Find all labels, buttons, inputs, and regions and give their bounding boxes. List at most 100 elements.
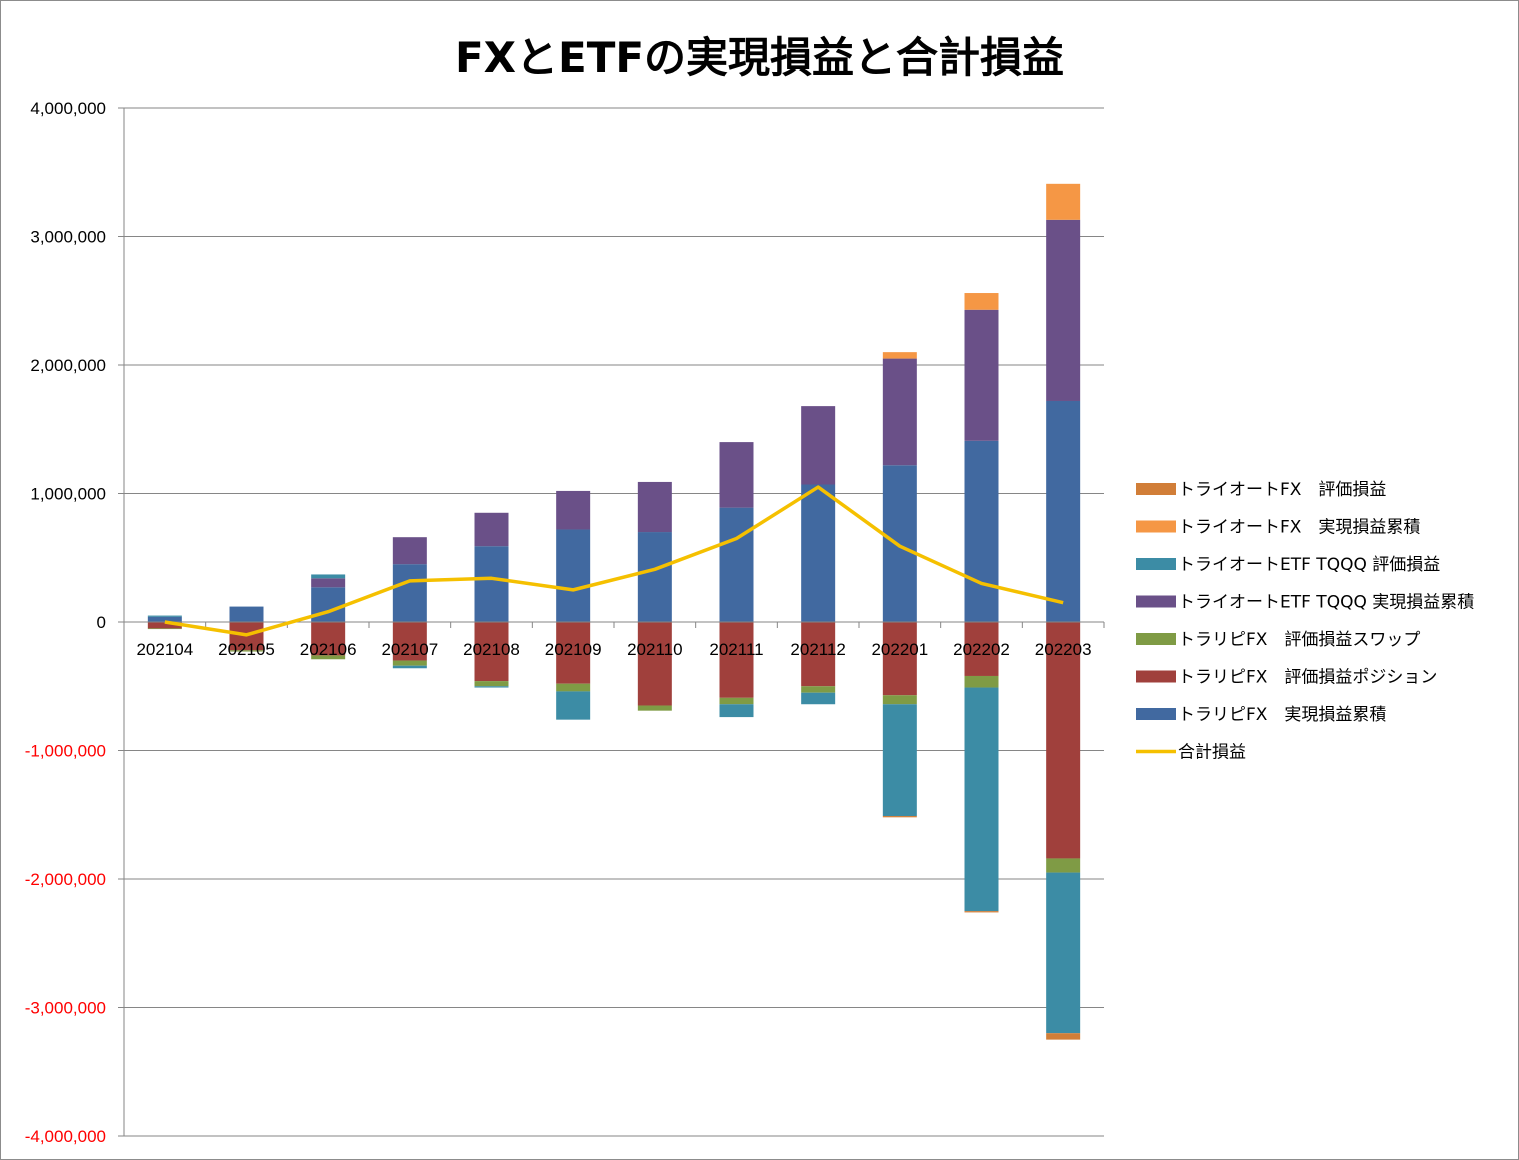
x-tick-label: 202108 (463, 640, 520, 659)
bar-segment (556, 622, 591, 684)
bar-segment (147, 616, 182, 622)
y-tick-label: 2,000,000 (30, 356, 106, 375)
chart-title: FXとETFの実現損益と合計損益 (454, 33, 1065, 82)
bar-segment (1046, 858, 1081, 873)
legend-entry: トライオートETF TQQQ 実現損益累積 (1178, 593, 1474, 613)
bar-segment (637, 532, 672, 622)
legend-entry: トライオートFX 評価損益 (1178, 480, 1386, 500)
x-tick-label: 202109 (545, 640, 602, 659)
bar-segment (311, 622, 346, 656)
bar-segment (637, 622, 672, 706)
line-layer (164, 485, 1064, 637)
bar-segment (474, 512, 509, 547)
x-tick-label: 202106 (300, 640, 357, 659)
x-tick-label: 202202 (953, 640, 1010, 659)
x-tick-label: 202112 (790, 640, 845, 659)
bar-segment (1046, 622, 1081, 859)
bar-segment (637, 481, 672, 533)
y-tick-label: 1,000,000 (30, 485, 106, 504)
y-tick-label: -3,000,000 (25, 999, 106, 1018)
bar-segment (1046, 872, 1081, 1034)
grid-layer (124, 107, 1104, 1137)
bar-segment (882, 704, 917, 817)
bar-segment (392, 665, 427, 669)
bar-segment (392, 537, 427, 565)
bar-segment (719, 507, 754, 622)
bar-segment (556, 529, 591, 622)
legend-swatch (1136, 520, 1176, 533)
bar-segment (229, 650, 264, 652)
bar-segment (474, 622, 509, 682)
bar-segment (964, 675, 999, 688)
bar-segment (556, 691, 591, 720)
legend-swatch (1136, 633, 1176, 645)
legend-swatch (1136, 558, 1176, 570)
bar-segment (1046, 1033, 1081, 1040)
bar-segment (882, 465, 917, 622)
legend-swatch (1136, 708, 1176, 720)
y-tick-label: -4,000,000 (25, 1127, 106, 1146)
bar-segment (964, 440, 999, 622)
bar-segment (882, 358, 917, 466)
legend-swatch (1136, 670, 1176, 683)
bar-segment (964, 687, 999, 912)
legend-entry: トライオートETF TQQQ 評価損益 (1178, 555, 1440, 575)
bar-segment (1046, 183, 1081, 220)
bar-segment (882, 816, 917, 818)
bar-segment (556, 490, 591, 530)
x-tick-label: 202203 (1035, 640, 1092, 659)
bar-segment (311, 578, 346, 588)
bar-segment (311, 574, 346, 579)
bar-segment (964, 293, 999, 310)
y-tick-label: 0 (97, 613, 106, 632)
bar-segment (474, 681, 509, 687)
legend-entry: トラリピFX 実現損益累積 (1178, 705, 1386, 725)
bar-segment (147, 628, 182, 630)
bar-segment (882, 695, 917, 705)
bar-segment (229, 606, 264, 622)
bar-segment (882, 352, 917, 359)
bar-segment (392, 564, 427, 622)
label-layer: 202104 202105 202106 202107 202108 202109 2021… (136, 640, 1091, 659)
bar-segment (719, 697, 754, 705)
legend-entry: トラリピFX 評価損益ポジション (1178, 668, 1437, 688)
bar-segment (882, 622, 917, 696)
bar-segment (147, 622, 182, 629)
y-tick-label: 4,000,000 (30, 99, 106, 118)
x-tick-label: 202104 (136, 640, 193, 659)
x-tick-label: 202111 (709, 640, 763, 659)
bar-segment (311, 655, 346, 660)
bar-segment (147, 615, 182, 617)
bar-segment (719, 622, 754, 698)
bar-segment (474, 546, 509, 622)
bar-segment (801, 622, 836, 687)
legend-entry: 合計損益 (1178, 743, 1246, 763)
bar-segment (964, 911, 999, 913)
y-tick-label: 3,000,000 (30, 228, 106, 247)
legend-entry: トラリピFX 評価損益スワップ (1178, 630, 1420, 650)
bar-segment (1046, 219, 1081, 401)
bar-segment (556, 683, 591, 692)
x-tick-label: 202107 (381, 640, 438, 659)
bar-segment (392, 660, 427, 666)
bar-segment (801, 692, 836, 705)
bar-segment (964, 309, 999, 441)
x-tick-label: 202110 (627, 640, 682, 659)
bar-segment (474, 686, 509, 688)
bar-segment (1046, 400, 1081, 622)
y-tick-label: -1,000,000 (25, 742, 106, 761)
legend-entry: トライオートFX 実現損益累積 (1178, 518, 1420, 538)
bar-segment (719, 442, 754, 508)
bar-segment (801, 686, 836, 693)
axis-layer: 4,000,000 3,000,000 2,000,000 1,000,000 0 -1,… (25, 99, 1105, 1146)
x-tick-label: 202105 (218, 640, 275, 659)
bar-segment (964, 622, 999, 676)
bar-layer (147, 183, 1081, 1040)
bar-segment (801, 484, 836, 622)
y-tick-label: -2,000,000 (25, 870, 106, 889)
bar-segment (392, 622, 427, 661)
bar-segment (719, 704, 754, 718)
